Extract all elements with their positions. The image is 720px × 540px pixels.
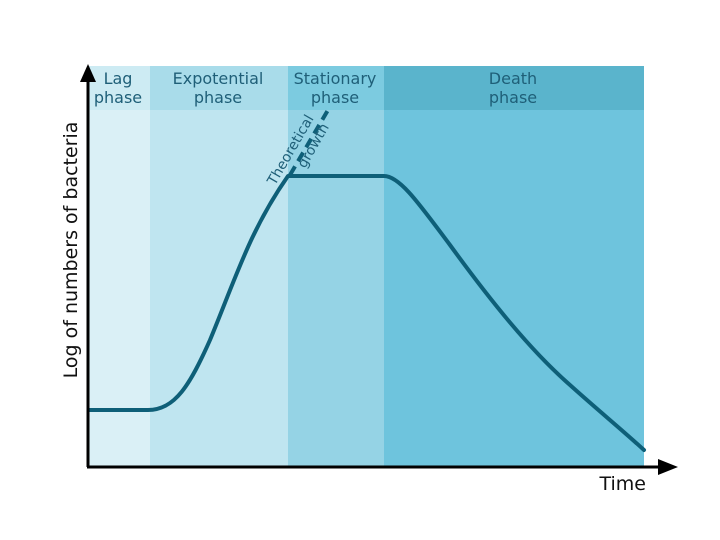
stationary-phase-header bbox=[288, 66, 384, 110]
x-axis-label: Time bbox=[599, 473, 647, 495]
growth-curve bbox=[87, 174, 646, 452]
y-axis-label-group: Log of numbers of bacteria bbox=[60, 122, 82, 379]
death-phase-region bbox=[384, 110, 644, 466]
lag-phase-label-line1: Lag bbox=[104, 69, 133, 88]
theoretical-growth-line bbox=[288, 108, 330, 177]
lag-phase-header bbox=[89, 66, 150, 110]
y-axis-label: Log of numbers of bacteria bbox=[60, 122, 82, 379]
exponential-phase-label-line2: phase bbox=[194, 88, 242, 107]
lag-phase-label-line2: phase bbox=[94, 88, 142, 107]
death-phase-header bbox=[384, 66, 644, 110]
exponential-phase-region bbox=[150, 110, 288, 466]
lag-phase-region bbox=[89, 110, 150, 466]
death-phase-label-line2: phase bbox=[489, 88, 537, 107]
stationary-phase-region bbox=[288, 110, 384, 466]
exponential-phase-label-line1: Expotential bbox=[173, 69, 264, 88]
death-phase-label-line1: Death bbox=[489, 69, 537, 88]
x-axis-arrow-icon bbox=[658, 459, 678, 475]
stationary-phase-label-line1: Stationary bbox=[294, 69, 377, 88]
exponential-phase-header bbox=[150, 66, 288, 110]
y-axis-arrow-icon bbox=[80, 64, 96, 82]
stationary-phase-label-line2: phase bbox=[311, 88, 359, 107]
